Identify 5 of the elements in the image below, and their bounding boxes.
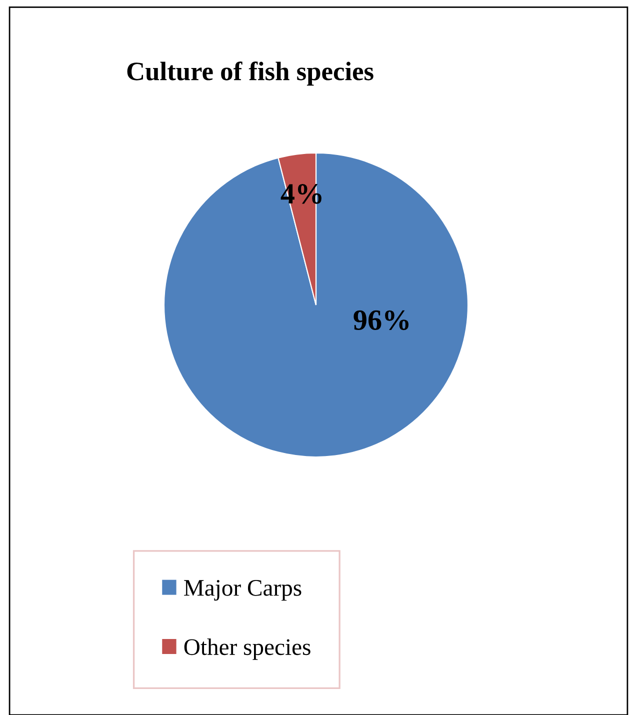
data-label: 96% [354,310,408,330]
pie-slice [163,152,469,458]
legend-label: Major Carps [184,580,302,601]
legend-label: Other species [184,638,310,660]
chart-title: Culture of fish species [127,61,374,86]
